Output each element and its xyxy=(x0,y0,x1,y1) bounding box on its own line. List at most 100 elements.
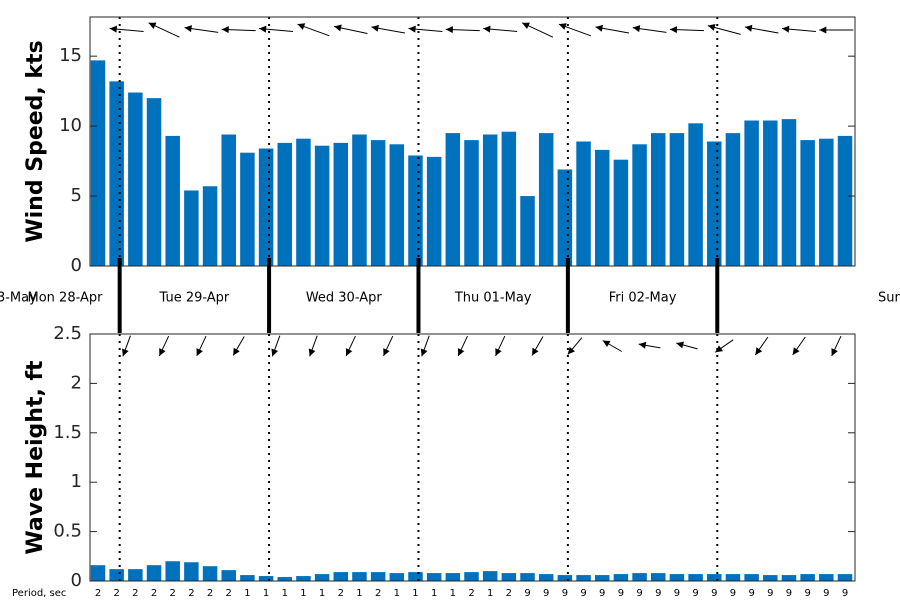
direction-arrow xyxy=(595,24,630,34)
bar xyxy=(520,196,535,266)
period-label: 2 xyxy=(132,588,138,599)
bar xyxy=(128,92,143,266)
arrow-head xyxy=(676,341,684,349)
plot-frame xyxy=(89,16,856,267)
bar xyxy=(184,562,199,581)
y-tick-label: 5 xyxy=(71,185,82,206)
bar xyxy=(389,573,405,581)
day-label: Sun xyxy=(878,291,900,306)
direction-arrow xyxy=(109,25,144,33)
arrow-head xyxy=(334,24,342,32)
direction-arrow xyxy=(567,337,583,355)
bar xyxy=(352,572,367,581)
bar xyxy=(184,190,199,266)
bar xyxy=(576,575,591,581)
arrow-head xyxy=(483,25,491,33)
arrow-head xyxy=(109,25,118,33)
direction-arrow xyxy=(334,24,368,35)
arrow-head xyxy=(297,23,306,30)
direction-arrow xyxy=(558,23,592,37)
arrow-head xyxy=(184,25,192,33)
direction-arrow xyxy=(521,22,554,38)
bar xyxy=(370,572,386,581)
bar xyxy=(669,133,685,266)
direction-arrow xyxy=(122,335,131,357)
direction-arrow xyxy=(271,335,281,357)
period-label: 9 xyxy=(823,588,829,599)
arrow-head xyxy=(638,341,647,349)
direction-arrow xyxy=(495,335,506,357)
period-label: 9 xyxy=(562,588,568,599)
bar xyxy=(707,574,722,581)
bar xyxy=(352,134,367,266)
arrow-head xyxy=(271,348,278,357)
arrow-head xyxy=(457,348,465,356)
arrow-head xyxy=(669,26,678,34)
period-label: 1 xyxy=(356,588,362,599)
bar xyxy=(90,565,106,581)
period-label: 2 xyxy=(170,588,176,599)
day-label: Thu 01-May xyxy=(454,291,532,306)
arrow-head xyxy=(744,24,753,32)
plot-frame xyxy=(89,333,856,582)
bar xyxy=(669,574,685,581)
bar xyxy=(258,148,274,266)
direction-arrow xyxy=(232,336,245,356)
bar xyxy=(240,152,255,266)
direction-arrow xyxy=(831,335,842,357)
direction-arrow xyxy=(638,341,661,349)
period-label: 1 xyxy=(431,588,437,599)
bar xyxy=(837,135,853,266)
period-label: 9 xyxy=(730,588,736,599)
direction-arrow xyxy=(781,25,816,33)
arrow-head xyxy=(445,26,453,34)
y-tick-label: 15 xyxy=(59,45,82,66)
direction-arrow xyxy=(676,341,698,350)
arrow-head xyxy=(420,348,428,357)
direction-arrow xyxy=(819,26,854,34)
bar xyxy=(557,575,573,581)
period-label: 1 xyxy=(244,588,250,599)
bar xyxy=(594,149,610,266)
period-label: 2 xyxy=(95,588,101,599)
direction-arrow xyxy=(714,339,734,353)
bar xyxy=(445,573,461,581)
bar xyxy=(277,142,292,266)
bar xyxy=(763,575,778,581)
period-label: 1 xyxy=(319,588,325,599)
arrow-head xyxy=(221,26,229,34)
bar xyxy=(202,186,218,266)
y-tick-label: 10 xyxy=(59,115,82,136)
day-label: Fri 02-May xyxy=(609,291,677,306)
arrow-head xyxy=(632,25,641,33)
period-label: 1 xyxy=(282,588,288,599)
arrow-head xyxy=(371,24,379,32)
direction-arrow xyxy=(792,336,806,356)
arrow-head xyxy=(122,348,129,357)
bar xyxy=(370,140,386,266)
bar xyxy=(445,133,461,266)
bar xyxy=(426,156,442,266)
bar xyxy=(800,140,815,266)
bar xyxy=(128,569,143,581)
arrow-head xyxy=(602,340,611,348)
arrow-head xyxy=(715,345,724,353)
direction-arrow xyxy=(602,340,623,352)
y-tick-label: 2 xyxy=(71,372,82,393)
bar xyxy=(314,145,330,266)
arrow-head xyxy=(755,347,763,356)
bar xyxy=(613,574,629,581)
bar xyxy=(109,81,124,266)
arrow-head xyxy=(819,26,827,34)
direction-arrow xyxy=(297,23,330,37)
bar xyxy=(632,573,647,581)
direction-arrow xyxy=(420,335,430,357)
day-label: Tue 29-Apr xyxy=(158,291,229,306)
direction-arrow xyxy=(632,25,667,33)
direction-arrow xyxy=(383,335,394,357)
period-label: 9 xyxy=(711,588,717,599)
bar xyxy=(277,577,292,581)
arrow-head xyxy=(345,348,353,356)
bar xyxy=(800,574,815,581)
